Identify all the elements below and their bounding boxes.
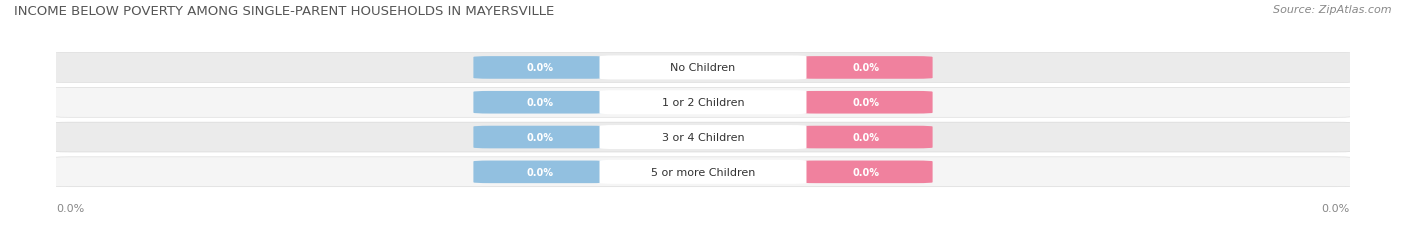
Text: INCOME BELOW POVERTY AMONG SINGLE-PARENT HOUSEHOLDS IN MAYERSVILLE: INCOME BELOW POVERTY AMONG SINGLE-PARENT… <box>14 5 554 18</box>
FancyBboxPatch shape <box>800 126 932 149</box>
FancyBboxPatch shape <box>599 125 807 149</box>
Text: 0.0%: 0.0% <box>853 132 880 143</box>
FancyBboxPatch shape <box>800 57 932 79</box>
FancyBboxPatch shape <box>49 88 1357 118</box>
Text: 0.0%: 0.0% <box>853 98 880 108</box>
FancyBboxPatch shape <box>474 161 606 183</box>
FancyBboxPatch shape <box>599 160 807 184</box>
Text: No Children: No Children <box>671 63 735 73</box>
FancyBboxPatch shape <box>474 91 606 114</box>
FancyBboxPatch shape <box>49 157 1357 187</box>
FancyBboxPatch shape <box>599 91 807 115</box>
FancyBboxPatch shape <box>49 53 1357 83</box>
Text: 0.0%: 0.0% <box>526 167 553 177</box>
Text: 0.0%: 0.0% <box>526 98 553 108</box>
Text: 0.0%: 0.0% <box>526 132 553 143</box>
Text: 0.0%: 0.0% <box>1322 203 1350 213</box>
Text: 0.0%: 0.0% <box>853 63 880 73</box>
Text: 0.0%: 0.0% <box>526 63 553 73</box>
FancyBboxPatch shape <box>599 56 807 80</box>
FancyBboxPatch shape <box>800 161 932 183</box>
Text: Source: ZipAtlas.com: Source: ZipAtlas.com <box>1274 5 1392 15</box>
FancyBboxPatch shape <box>474 57 606 79</box>
Text: 1 or 2 Children: 1 or 2 Children <box>662 98 744 108</box>
Text: 5 or more Children: 5 or more Children <box>651 167 755 177</box>
FancyBboxPatch shape <box>474 126 606 149</box>
Text: 0.0%: 0.0% <box>56 203 84 213</box>
FancyBboxPatch shape <box>800 91 932 114</box>
Text: 3 or 4 Children: 3 or 4 Children <box>662 132 744 143</box>
FancyBboxPatch shape <box>49 122 1357 152</box>
Text: 0.0%: 0.0% <box>853 167 880 177</box>
